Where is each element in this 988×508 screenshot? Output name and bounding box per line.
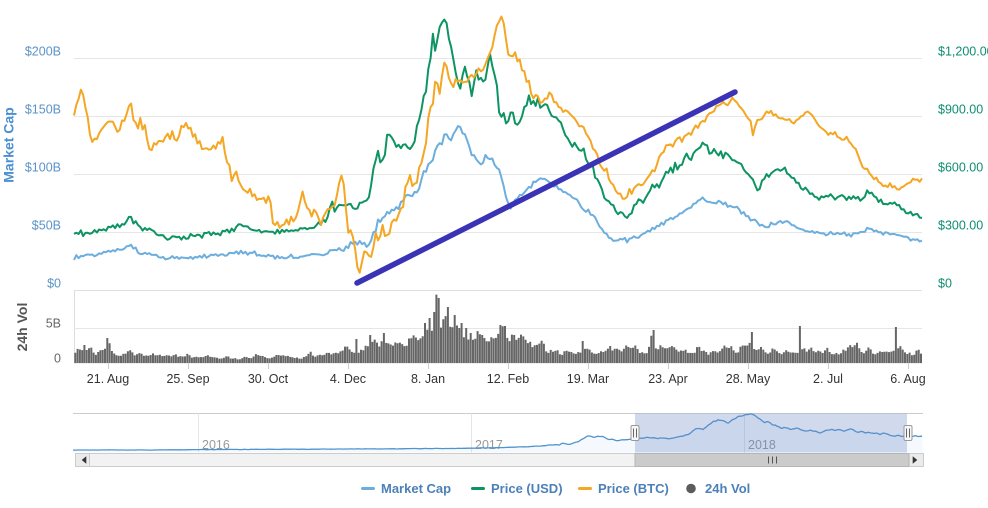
- svg-text:24h Vol: 24h Vol: [705, 481, 750, 496]
- svg-text:Market Cap: Market Cap: [381, 481, 451, 496]
- svg-text:2018: 2018: [748, 438, 776, 452]
- svg-text:$50B: $50B: [32, 219, 61, 233]
- svg-text:0: 0: [54, 352, 61, 366]
- svg-text:28. May: 28. May: [726, 372, 771, 386]
- svg-text:$600.00: $600.00: [938, 161, 983, 175]
- svg-text:12. Feb: 12. Feb: [487, 372, 529, 386]
- svg-text:4. Dec: 4. Dec: [330, 372, 366, 386]
- svg-text:$200B: $200B: [25, 45, 61, 59]
- svg-text:$300.00: $300.00: [938, 219, 983, 233]
- svg-text:$0: $0: [938, 277, 952, 291]
- svg-text:8. Jan: 8. Jan: [411, 372, 445, 386]
- svg-text:23. Apr: 23. Apr: [648, 372, 688, 386]
- svg-text:Market Cap: Market Cap: [1, 107, 17, 182]
- svg-text:$100B: $100B: [25, 161, 61, 175]
- svg-text:2017: 2017: [475, 438, 503, 452]
- svg-text:30. Oct: 30. Oct: [248, 372, 289, 386]
- svg-text:21. Aug: 21. Aug: [87, 372, 129, 386]
- svg-text:25. Sep: 25. Sep: [166, 372, 209, 386]
- svg-text:24h Vol: 24h Vol: [14, 303, 30, 352]
- svg-text:6. Aug: 6. Aug: [890, 372, 925, 386]
- svg-text:Price (BTC): Price (BTC): [598, 481, 669, 496]
- svg-text:Price (USD): Price (USD): [491, 481, 563, 496]
- svg-text:$1,200.00: $1,200.00: [938, 45, 988, 59]
- svg-text:$0: $0: [47, 277, 61, 291]
- svg-text:$150B: $150B: [25, 103, 61, 117]
- svg-text:2. Jul: 2. Jul: [813, 372, 843, 386]
- svg-text:19. Mar: 19. Mar: [567, 372, 609, 386]
- svg-text:2016: 2016: [202, 438, 230, 452]
- svg-text:5B: 5B: [46, 317, 61, 331]
- svg-text:$900.00: $900.00: [938, 103, 983, 117]
